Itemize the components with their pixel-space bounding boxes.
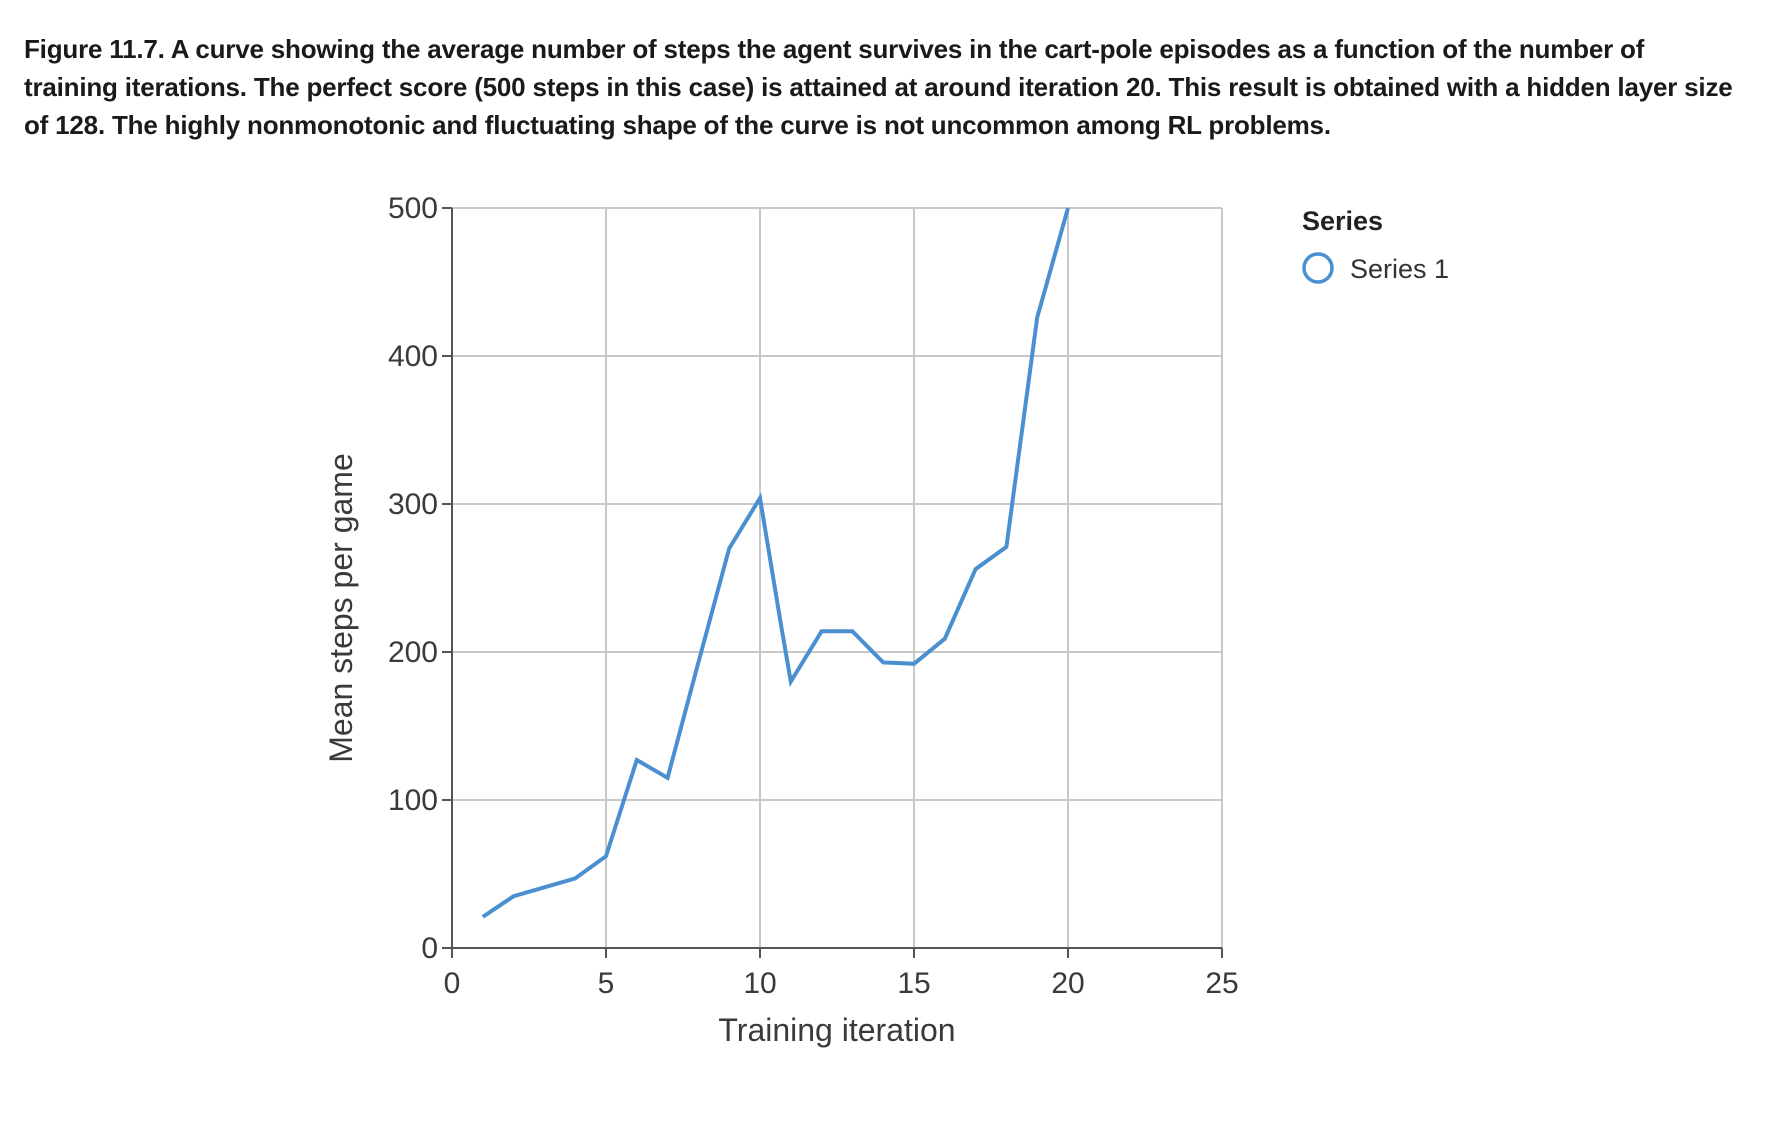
- figure-caption: Figure 11.7. A curve showing the average…: [24, 34, 1733, 140]
- y-tick-label: 0: [421, 932, 438, 965]
- legend-entry-series-1: Series 1: [1350, 254, 1449, 284]
- x-tick-label: 25: [1205, 967, 1238, 1000]
- legend: Series Series 1: [1302, 206, 1449, 284]
- y-tick-label: 400: [388, 340, 438, 373]
- y-tick-label: 200: [388, 636, 438, 669]
- legend-marker-circle: [1302, 252, 1334, 284]
- y-axis-title: Mean steps per game: [323, 453, 359, 763]
- series-line-1: [481, 207, 1070, 919]
- x-tick-label: 0: [444, 967, 461, 1000]
- x-tick-label: 15: [897, 967, 930, 1000]
- x-axis-title: Training iteration: [718, 1012, 955, 1048]
- y-tick-label: 300: [388, 488, 438, 521]
- x-tick-label: 20: [1051, 967, 1084, 1000]
- legend-title: Series: [1302, 206, 1383, 236]
- x-tick-label: 5: [598, 967, 615, 1000]
- axes: 0 100 200 300 400 500 0 5 10 15 20 25: [388, 192, 1239, 1000]
- y-tick-label: 100: [388, 784, 438, 817]
- y-tick-label: 500: [388, 192, 438, 225]
- series-layer: [481, 207, 1070, 919]
- grid: [452, 207, 1223, 948]
- x-tick-label: 10: [743, 967, 776, 1000]
